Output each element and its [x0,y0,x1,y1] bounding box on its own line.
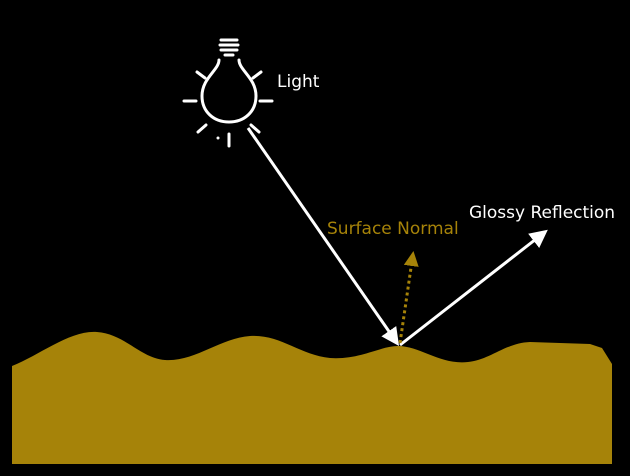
light-label: Light [277,72,320,92]
light-bulb-icon [182,38,274,148]
surface-normal-label: Surface Normal [327,219,459,239]
reflection-ray [399,229,548,347]
glossy-reflection-label: Glossy Reflection [469,203,616,223]
incident-ray [246,127,400,346]
surface-normal-arrow [398,251,419,344]
surface [12,331,612,464]
